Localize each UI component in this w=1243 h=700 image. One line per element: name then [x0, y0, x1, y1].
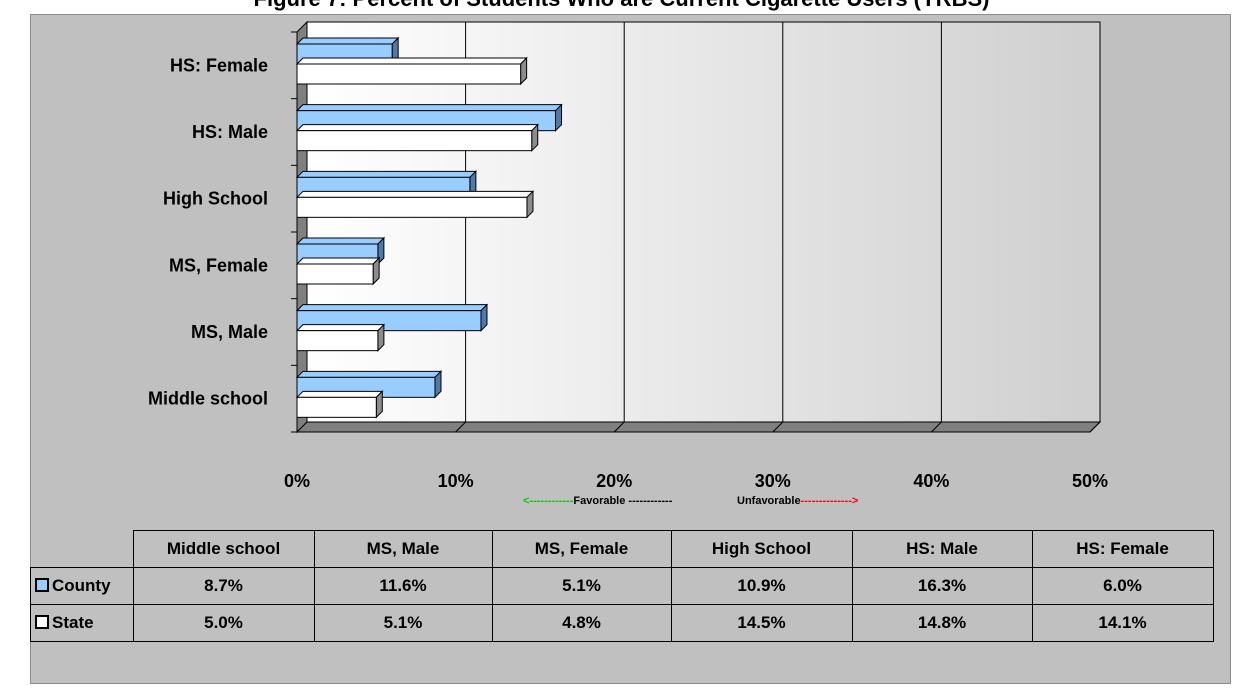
table-header: HS: Female	[1031, 530, 1214, 568]
y-category-label: MS, Male	[191, 322, 268, 342]
gridline-floor	[455, 421, 466, 433]
chart-title: Figure 7: Percent of Students Who are Cu…	[0, 0, 1243, 12]
unfavorable-annotation: Unfavorable-------------->	[737, 495, 858, 507]
table-cell: 14.1%	[1031, 604, 1214, 642]
x-tick-label: 10%	[438, 471, 474, 491]
state-bar-top	[295, 57, 528, 65]
favorable-annotation: <------------Favorable ------------	[523, 495, 673, 507]
county-bar-top	[295, 37, 400, 45]
plot-wall	[306, 21, 1101, 423]
table-row-label: County	[30, 567, 134, 605]
state-bar-top	[295, 190, 535, 198]
county-bar-top	[295, 304, 489, 312]
table-cell: 14.5%	[670, 604, 853, 642]
y-category-label: Middle school	[148, 389, 268, 409]
table-row: State 5.0% 5.1% 4.8% 14.5% 14.8% 14.1%	[30, 604, 1214, 642]
gridline-floor	[772, 421, 784, 433]
county-bar-top	[295, 104, 563, 112]
x-tick-label: 50%	[1072, 471, 1108, 491]
table-cell: 11.6%	[313, 567, 493, 605]
state-label: State	[52, 613, 94, 632]
table-cell: 10.9%	[670, 567, 853, 605]
table-header: Middle school	[132, 530, 315, 568]
county-bar-top	[295, 170, 478, 178]
x-tick-label: 20%	[596, 471, 632, 491]
x-tick-label: 0%	[284, 471, 310, 491]
y-category-label: HS: Female	[170, 55, 268, 75]
table-row-label: State	[30, 604, 134, 642]
table-header-row: Middle school MS, Male MS, Female High S…	[30, 530, 1214, 568]
state-bar-top	[295, 124, 539, 132]
state-bar-top	[295, 390, 384, 398]
state-bar	[296, 330, 379, 352]
table-cell: 5.1%	[491, 567, 672, 605]
state-bar	[296, 63, 522, 85]
county-label: County	[52, 576, 111, 595]
table-cell: 6.0%	[1031, 567, 1214, 605]
x-tick-label: 40%	[913, 471, 949, 491]
table-cell: 14.8%	[851, 604, 1033, 642]
state-bar	[296, 396, 377, 418]
table-header: HS: Male	[851, 530, 1033, 568]
x-tick-label: 30%	[755, 471, 791, 491]
table-row: County 8.7% 11.6% 5.1% 10.9% 16.3% 6.0%	[30, 567, 1214, 605]
state-bar	[296, 130, 533, 152]
table-cell: 5.1%	[313, 604, 493, 642]
table-cell: 16.3%	[851, 567, 1033, 605]
y-category-label: HS: Male	[192, 122, 268, 142]
state-bar-top	[295, 257, 381, 265]
plot-floor	[295, 421, 1102, 433]
gridline-floor	[1089, 421, 1101, 433]
table-cell: 5.0%	[132, 604, 315, 642]
y-category-label: High School	[163, 189, 268, 209]
table-header: MS, Female	[491, 530, 672, 568]
table-cell: 4.8%	[491, 604, 672, 642]
data-table: Middle school MS, Male MS, Female High S…	[30, 530, 1214, 642]
county-bar-top	[295, 370, 443, 378]
table-corner-cell	[30, 530, 134, 568]
table-header: High School	[670, 530, 853, 568]
state-bar-top	[295, 324, 386, 332]
state-legend-key	[35, 615, 49, 629]
county-legend-key	[35, 578, 49, 592]
gridline-floor	[931, 421, 942, 433]
state-bar	[296, 263, 374, 285]
y-category-label: MS, Female	[169, 255, 268, 275]
table-header: MS, Male	[313, 530, 493, 568]
county-bar-top	[295, 237, 386, 245]
bar-chart: 0% 10% 20% 30% 40% 50% Middle school MS, Male MS…	[148, 20, 1108, 507]
gridline-floor	[613, 421, 625, 433]
state-bar	[296, 196, 528, 218]
table-cell: 8.7%	[132, 567, 315, 605]
